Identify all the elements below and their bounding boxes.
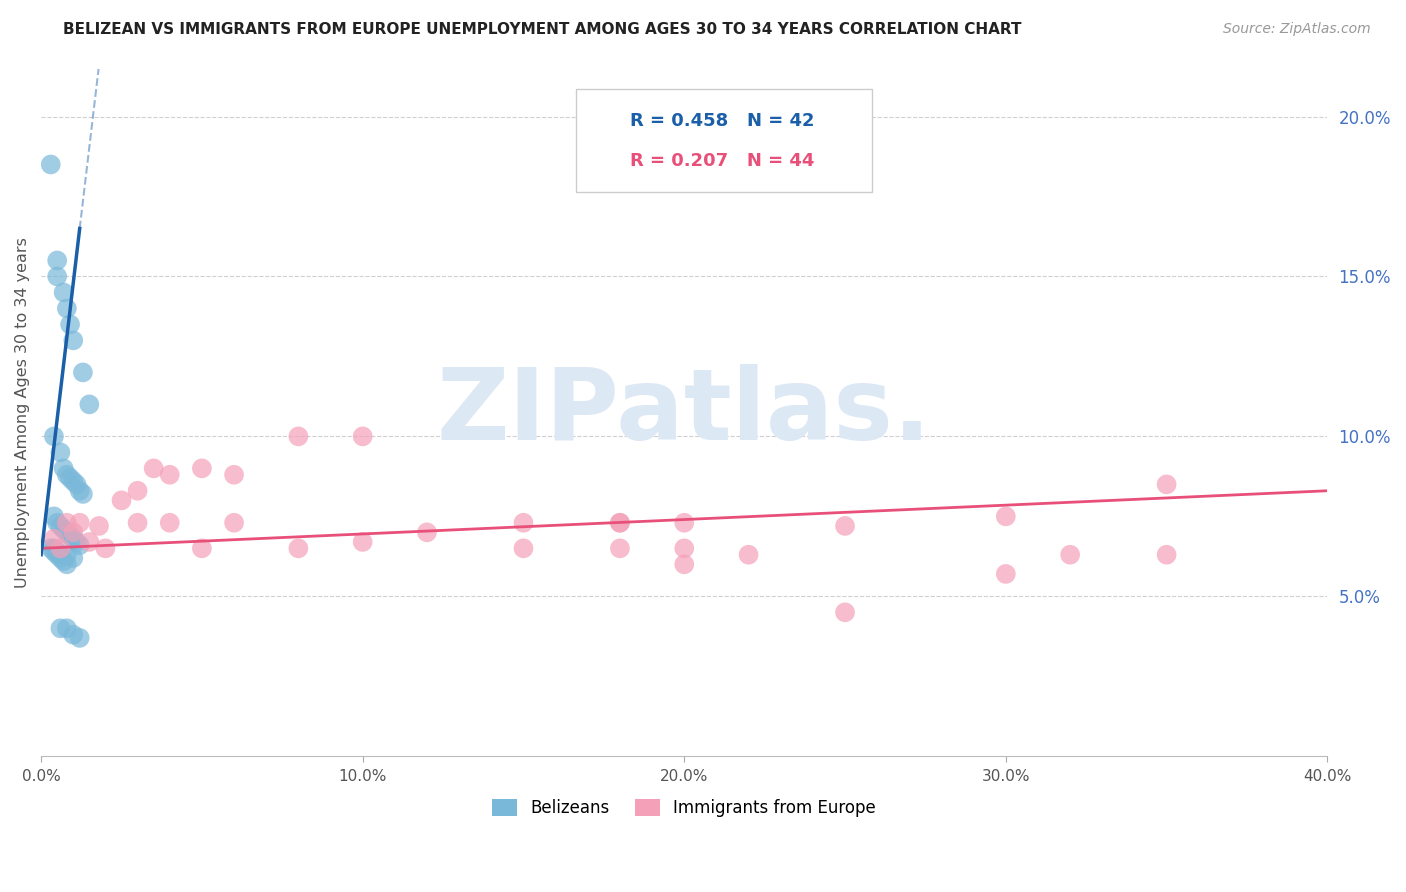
- Point: [42, 541, 65, 556]
- Point: [69, 631, 91, 645]
- Point: [52, 554, 75, 568]
- Point: [416, 525, 439, 540]
- Point: [49, 621, 72, 635]
- Text: R = 0.458   N = 42: R = 0.458 N = 42: [630, 112, 814, 130]
- Point: [56, 516, 79, 530]
- Point: [79, 535, 101, 549]
- Point: [159, 516, 181, 530]
- Point: [56, 621, 79, 635]
- Point: [42, 429, 65, 443]
- Point: [56, 525, 79, 540]
- Point: [59, 318, 82, 332]
- Point: [56, 548, 79, 562]
- Text: ZIPatlas.: ZIPatlas.: [437, 364, 932, 461]
- Point: [994, 509, 1017, 524]
- Point: [49, 548, 72, 562]
- Point: [191, 541, 214, 556]
- Point: [42, 544, 65, 558]
- Point: [62, 474, 84, 488]
- Point: [352, 535, 374, 549]
- Point: [159, 467, 181, 482]
- Point: [72, 487, 94, 501]
- Point: [52, 285, 75, 300]
- Point: [127, 516, 149, 530]
- Legend: Belizeans, Immigrants from Europe: Belizeans, Immigrants from Europe: [485, 792, 883, 823]
- Text: Source: ZipAtlas.com: Source: ZipAtlas.com: [1223, 22, 1371, 37]
- Point: [42, 532, 65, 546]
- Point: [46, 253, 69, 268]
- Text: BELIZEAN VS IMMIGRANTS FROM EUROPE UNEMPLOYMENT AMONG AGES 30 TO 34 YEARS CORREL: BELIZEAN VS IMMIGRANTS FROM EUROPE UNEMP…: [63, 22, 1022, 37]
- Point: [737, 548, 759, 562]
- Point: [79, 397, 101, 411]
- Point: [72, 365, 94, 379]
- Point: [834, 519, 856, 533]
- Point: [834, 605, 856, 619]
- Point: [49, 519, 72, 533]
- Point: [287, 429, 309, 443]
- Point: [609, 516, 631, 530]
- Point: [142, 461, 165, 475]
- Point: [1156, 548, 1178, 562]
- Point: [127, 483, 149, 498]
- Point: [994, 566, 1017, 581]
- Point: [56, 558, 79, 572]
- Point: [46, 544, 69, 558]
- Point: [59, 471, 82, 485]
- Point: [65, 477, 87, 491]
- Point: [62, 525, 84, 540]
- Point: [62, 532, 84, 546]
- Point: [1059, 548, 1081, 562]
- Point: [39, 157, 62, 171]
- Point: [59, 528, 82, 542]
- Point: [191, 461, 214, 475]
- Point: [110, 493, 132, 508]
- Point: [62, 628, 84, 642]
- Point: [609, 516, 631, 530]
- Point: [1156, 477, 1178, 491]
- Point: [673, 541, 696, 556]
- Point: [56, 301, 79, 316]
- Point: [287, 541, 309, 556]
- Point: [222, 516, 245, 530]
- Point: [69, 516, 91, 530]
- Point: [65, 535, 87, 549]
- Point: [49, 445, 72, 459]
- Point: [352, 429, 374, 443]
- Point: [46, 269, 69, 284]
- Text: R = 0.207   N = 44: R = 0.207 N = 44: [630, 153, 814, 170]
- Point: [673, 516, 696, 530]
- Point: [39, 541, 62, 556]
- Point: [49, 550, 72, 565]
- Point: [222, 467, 245, 482]
- Point: [49, 541, 72, 556]
- Point: [56, 467, 79, 482]
- Point: [62, 550, 84, 565]
- Point: [52, 522, 75, 536]
- Point: [46, 548, 69, 562]
- Y-axis label: Unemployment Among Ages 30 to 34 years: Unemployment Among Ages 30 to 34 years: [15, 237, 30, 588]
- Point: [512, 516, 534, 530]
- Point: [62, 334, 84, 348]
- Point: [46, 516, 69, 530]
- Point: [69, 483, 91, 498]
- Point: [94, 541, 117, 556]
- Point: [69, 538, 91, 552]
- Point: [87, 519, 110, 533]
- Point: [673, 558, 696, 572]
- Point: [609, 541, 631, 556]
- Point: [52, 461, 75, 475]
- Point: [512, 541, 534, 556]
- Point: [42, 509, 65, 524]
